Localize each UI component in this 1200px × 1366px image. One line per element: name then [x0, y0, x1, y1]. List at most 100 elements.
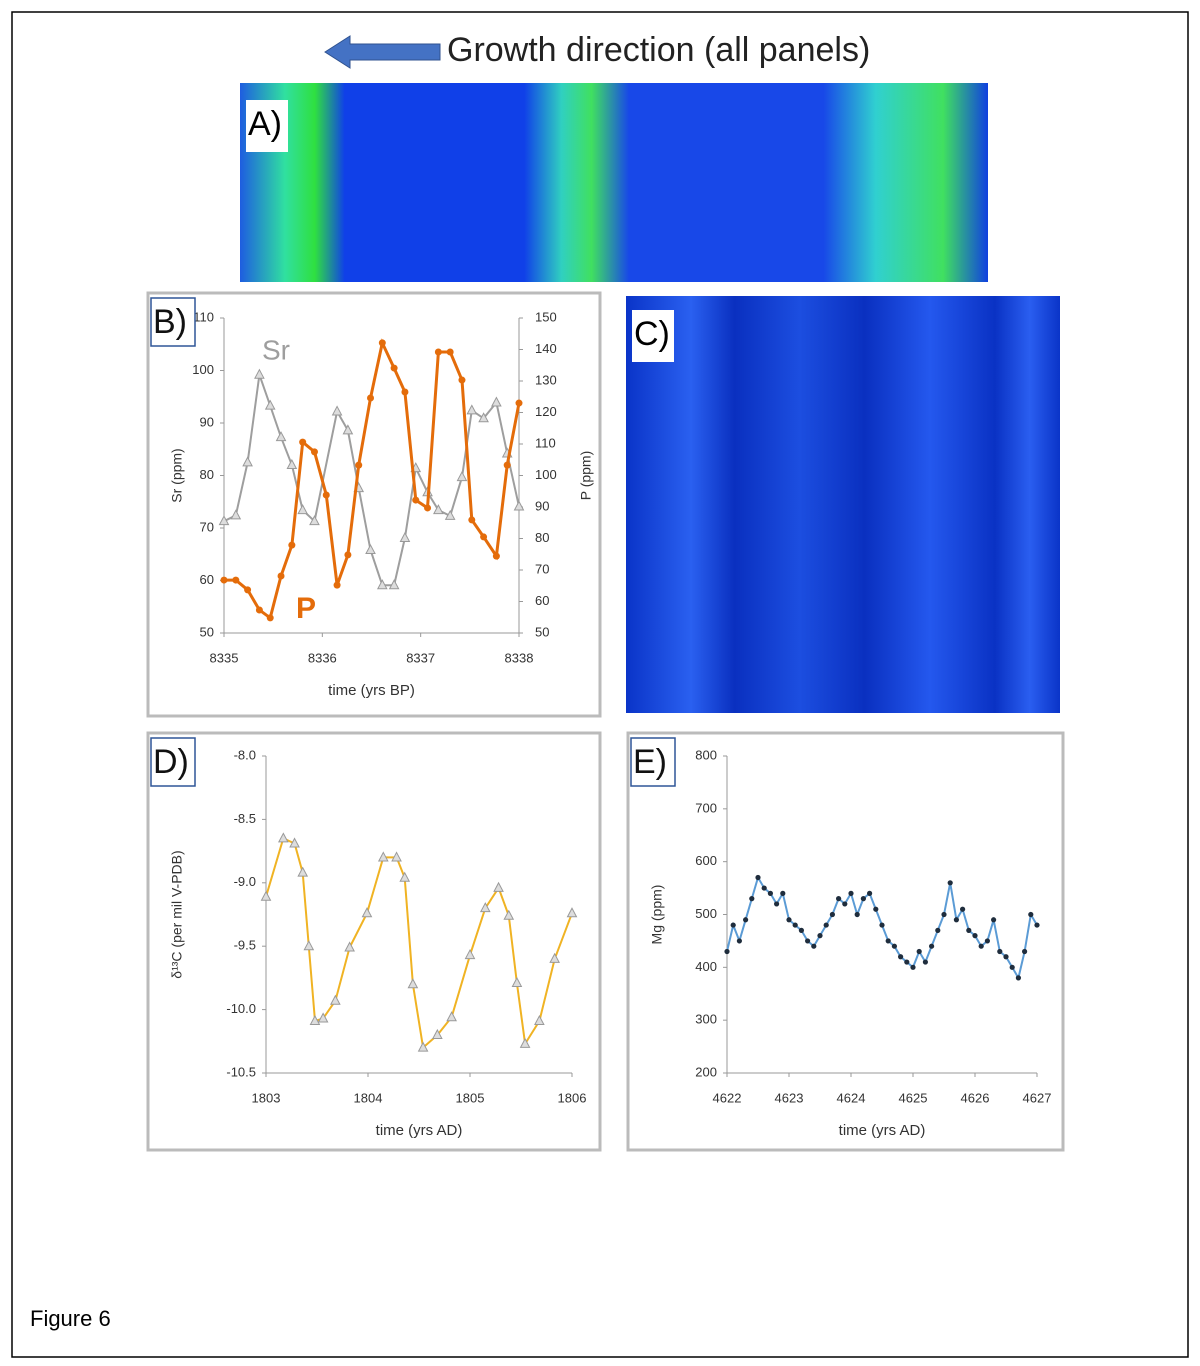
marker — [492, 552, 500, 560]
marker — [407, 978, 419, 989]
marker — [303, 940, 315, 951]
frame — [11, 11, 1189, 1358]
marker — [286, 458, 298, 469]
x-tick-label: 4627 — [1023, 1090, 1052, 1105]
x-tick-label: 1806 — [558, 1090, 587, 1105]
marker — [297, 866, 309, 877]
x-tick-label: 8335 — [210, 650, 239, 665]
marker — [997, 948, 1003, 955]
x-tick-label: 4626 — [961, 1090, 990, 1105]
marker — [456, 471, 468, 482]
marker — [511, 976, 523, 987]
panel — [146, 731, 602, 1152]
marker — [399, 531, 411, 542]
y-tick-label: -10.0 — [226, 1001, 256, 1016]
marker — [458, 376, 466, 384]
panel-label-box — [632, 310, 674, 362]
marker — [333, 581, 341, 589]
marker — [780, 890, 786, 896]
marker — [491, 396, 502, 407]
y2-tick-label: 50 — [535, 624, 549, 639]
panel-label: E) — [633, 743, 667, 781]
marker — [468, 516, 476, 524]
marker — [885, 938, 891, 944]
marker — [288, 541, 296, 549]
y2-tick-label: 140 — [535, 341, 557, 356]
marker — [929, 943, 935, 949]
caption: Figure 6 — [30, 1306, 111, 1331]
marker — [244, 586, 252, 594]
marker — [433, 504, 444, 515]
y-tick-label: 50 — [200, 624, 214, 639]
marker — [534, 1014, 545, 1026]
y-tick-label: 600 — [695, 853, 717, 868]
marker — [730, 922, 736, 928]
marker — [792, 922, 798, 928]
series-line — [265, 837, 573, 1050]
marker — [317, 1012, 329, 1023]
marker — [255, 606, 263, 614]
marker — [264, 399, 276, 410]
marker — [935, 927, 941, 933]
panel-label-box — [150, 297, 196, 347]
y-tick-label: -9.0 — [234, 874, 256, 889]
y-tick-label: -10.5 — [226, 1064, 256, 1079]
marker — [736, 938, 743, 944]
marker — [978, 943, 984, 949]
marker — [277, 572, 285, 580]
panel — [626, 731, 1065, 1152]
marker — [466, 404, 478, 415]
y-axis-title: Sr (ppm) — [169, 448, 185, 502]
marker — [724, 948, 730, 955]
y-tick-label: 110 — [193, 309, 214, 324]
marker — [361, 907, 373, 918]
y-tick-label: 800 — [695, 747, 717, 762]
marker — [232, 576, 240, 584]
marker — [493, 881, 504, 892]
marker — [446, 1011, 457, 1022]
marker — [432, 1028, 443, 1039]
marker — [388, 579, 400, 590]
marker — [922, 959, 929, 965]
image-c — [626, 296, 1060, 713]
panel-label: B) — [153, 303, 187, 341]
marker — [1028, 911, 1034, 918]
marker — [805, 938, 811, 944]
y-tick-label: 80 — [200, 467, 214, 482]
marker — [376, 579, 388, 590]
marker — [266, 614, 274, 622]
y-tick-label: -9.5 — [234, 938, 256, 953]
marker — [479, 902, 491, 913]
x-tick-label: 1803 — [252, 1090, 281, 1105]
y-tick-label: 700 — [695, 800, 717, 815]
marker — [798, 927, 805, 933]
panel-label-box — [246, 100, 288, 152]
marker — [309, 515, 320, 526]
marker — [879, 922, 885, 928]
y2-tick-label: 90 — [535, 498, 549, 513]
marker — [254, 368, 265, 379]
x-tick-label: 1805 — [456, 1090, 485, 1105]
y-tick-label: -8.5 — [234, 811, 256, 826]
marker — [515, 399, 523, 407]
marker — [503, 461, 511, 469]
marker — [854, 911, 860, 918]
marker — [842, 901, 848, 907]
marker — [367, 394, 375, 402]
marker — [412, 496, 420, 504]
marker — [898, 954, 904, 960]
x-tick-label: 4623 — [775, 1090, 804, 1105]
y-tick-label: 60 — [200, 572, 214, 587]
marker — [817, 933, 823, 939]
marker — [836, 896, 842, 902]
marker — [947, 880, 953, 886]
y2-tick-label: 70 — [535, 561, 549, 576]
marker — [904, 959, 910, 965]
marker — [399, 871, 411, 882]
y2-tick-label: 110 — [535, 435, 556, 450]
marker — [1015, 975, 1022, 981]
marker — [823, 922, 829, 928]
marker — [390, 364, 398, 372]
marker — [755, 874, 761, 881]
marker — [322, 491, 330, 499]
